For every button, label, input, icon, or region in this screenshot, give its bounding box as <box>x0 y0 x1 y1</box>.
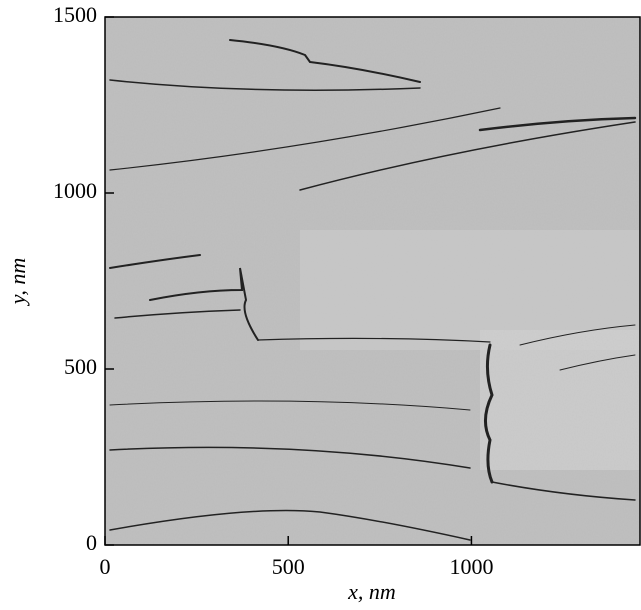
x-tick-label: 1000 <box>449 554 493 579</box>
y-tick-label: 1500 <box>53 2 97 27</box>
x-tick-label: 500 <box>272 554 305 579</box>
y-tick-label: 1000 <box>53 178 97 203</box>
surface-cracks <box>109 39 637 541</box>
image-noise <box>105 17 640 545</box>
x-tick-label: 0 <box>100 554 111 579</box>
plot-frame <box>104 16 641 546</box>
y-tick-label: 500 <box>64 354 97 379</box>
y-tick-label: 0 <box>86 530 97 555</box>
x-axis-label: x, nm <box>347 579 396 604</box>
y-axis-label: y, nm <box>5 258 30 306</box>
micrograph <box>105 17 640 545</box>
